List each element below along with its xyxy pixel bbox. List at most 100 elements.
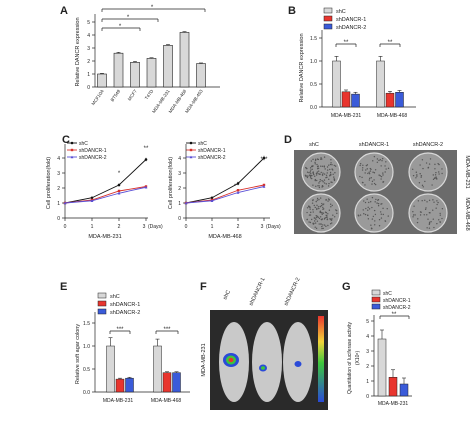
colony-dot (323, 182, 326, 184)
g-ytick-5: 5 (366, 319, 369, 325)
colony-dot (384, 220, 387, 222)
colony-dot (436, 222, 438, 225)
colony-dot (363, 200, 365, 202)
colony-dot (376, 161, 379, 163)
colony-dot (329, 163, 332, 166)
colony-dot (327, 200, 329, 202)
colony-dot (309, 221, 312, 224)
panel-letter-d: D (284, 134, 292, 146)
colony-dot (310, 169, 312, 171)
colony-dot (441, 172, 443, 175)
colony-dot (428, 227, 431, 229)
panel-letter-e: E (60, 281, 67, 293)
colony-dot (334, 172, 336, 174)
c1-line-0 (64, 159, 147, 204)
colony-dot (416, 175, 418, 177)
colony-dot (317, 185, 319, 187)
e-legend-swatch-sh1 (97, 300, 107, 307)
colony-dot (359, 214, 362, 216)
colony-dot (327, 185, 330, 187)
panel-a-significance (101, 8, 206, 31)
colony-dot (439, 214, 441, 216)
colony-dot (368, 208, 371, 210)
colony-dot (322, 204, 324, 206)
c2-point-0-1 (210, 196, 214, 200)
colony-dot (377, 204, 380, 207)
colony-dot (316, 197, 319, 200)
colony-dot (379, 175, 381, 177)
colony-dot (432, 209, 434, 211)
colony-dot (325, 174, 328, 176)
c1-point-2-0 (63, 201, 67, 205)
colony-dot (387, 167, 390, 170)
colony-dot (306, 207, 309, 209)
panel-c2-lines (184, 155, 266, 205)
colony-dot (308, 174, 311, 176)
c2-point-1-3 (262, 183, 266, 187)
colony-dot (326, 169, 329, 171)
colony-dot (379, 211, 382, 213)
colony-dot (368, 177, 371, 180)
colony-dot (412, 214, 415, 216)
colony-dot (318, 173, 320, 175)
colony-dot (307, 205, 310, 208)
colony-dot (381, 157, 384, 160)
colony-dot (420, 211, 422, 213)
colony-dot (366, 198, 368, 200)
colony-dot (315, 185, 317, 188)
a-ytick-3: 3 (87, 46, 90, 52)
colony-dot (426, 214, 428, 216)
colony-dot (372, 215, 375, 218)
colony-dot (428, 199, 431, 202)
colony-dot (321, 179, 323, 182)
colony-dot (367, 218, 370, 220)
g-ytick-0: 0 (366, 394, 369, 400)
c2-legend-sh1: shDANCR-1 (198, 148, 226, 154)
panel-b-significance (335, 43, 401, 47)
e-ytick-0.5: 0.5 (83, 367, 90, 373)
colony-dot (322, 227, 324, 230)
b-legend-sh2: shDANCR-2 (336, 25, 366, 31)
g-legend-swatch-sh1 (371, 296, 381, 303)
colony-dot (319, 205, 322, 208)
colony-dot (374, 183, 377, 186)
colony-dot (426, 201, 428, 203)
colony-dot (305, 166, 307, 169)
a-ylabel: Relative DANCR expression (75, 17, 81, 86)
colony-dot (433, 226, 435, 229)
colony-dot (380, 217, 383, 219)
colony-dot (336, 210, 338, 212)
c2-point-1-2 (236, 189, 240, 192)
colony-dot (325, 177, 327, 179)
colony-dot (365, 207, 367, 210)
panel-e-legend (97, 292, 107, 315)
colony-dot (316, 207, 318, 210)
colony-dot (315, 200, 317, 203)
colony-dot (310, 177, 313, 180)
c1-point-1-2 (117, 189, 121, 193)
colony-dot (309, 177, 312, 179)
colony-dot (308, 214, 311, 216)
c1-line-2 (64, 186, 147, 204)
colony-dot (359, 175, 361, 178)
colony-dot (331, 168, 333, 170)
colony-dot (363, 213, 365, 215)
g-ytick-3: 3 (366, 349, 369, 355)
colony-dot (321, 225, 323, 228)
signal-shc-core (228, 357, 234, 363)
colony-dot (362, 167, 364, 169)
dish-0-2 (408, 152, 448, 192)
colony-dishes (301, 152, 448, 233)
luminescence-colorbar (318, 316, 324, 402)
colony-dot (376, 158, 379, 160)
b-legend-shc: shC (336, 9, 346, 15)
colony-dot (311, 168, 313, 171)
panel-letter-c: C (62, 134, 70, 146)
a-ytick-5: 5 (87, 20, 90, 26)
colony-dot (430, 220, 432, 223)
c2-ytick-2: 2 (178, 186, 181, 192)
colony-dot (412, 216, 414, 218)
b-bar-0-2 (351, 93, 360, 108)
g-bar-0-2 (399, 383, 409, 397)
